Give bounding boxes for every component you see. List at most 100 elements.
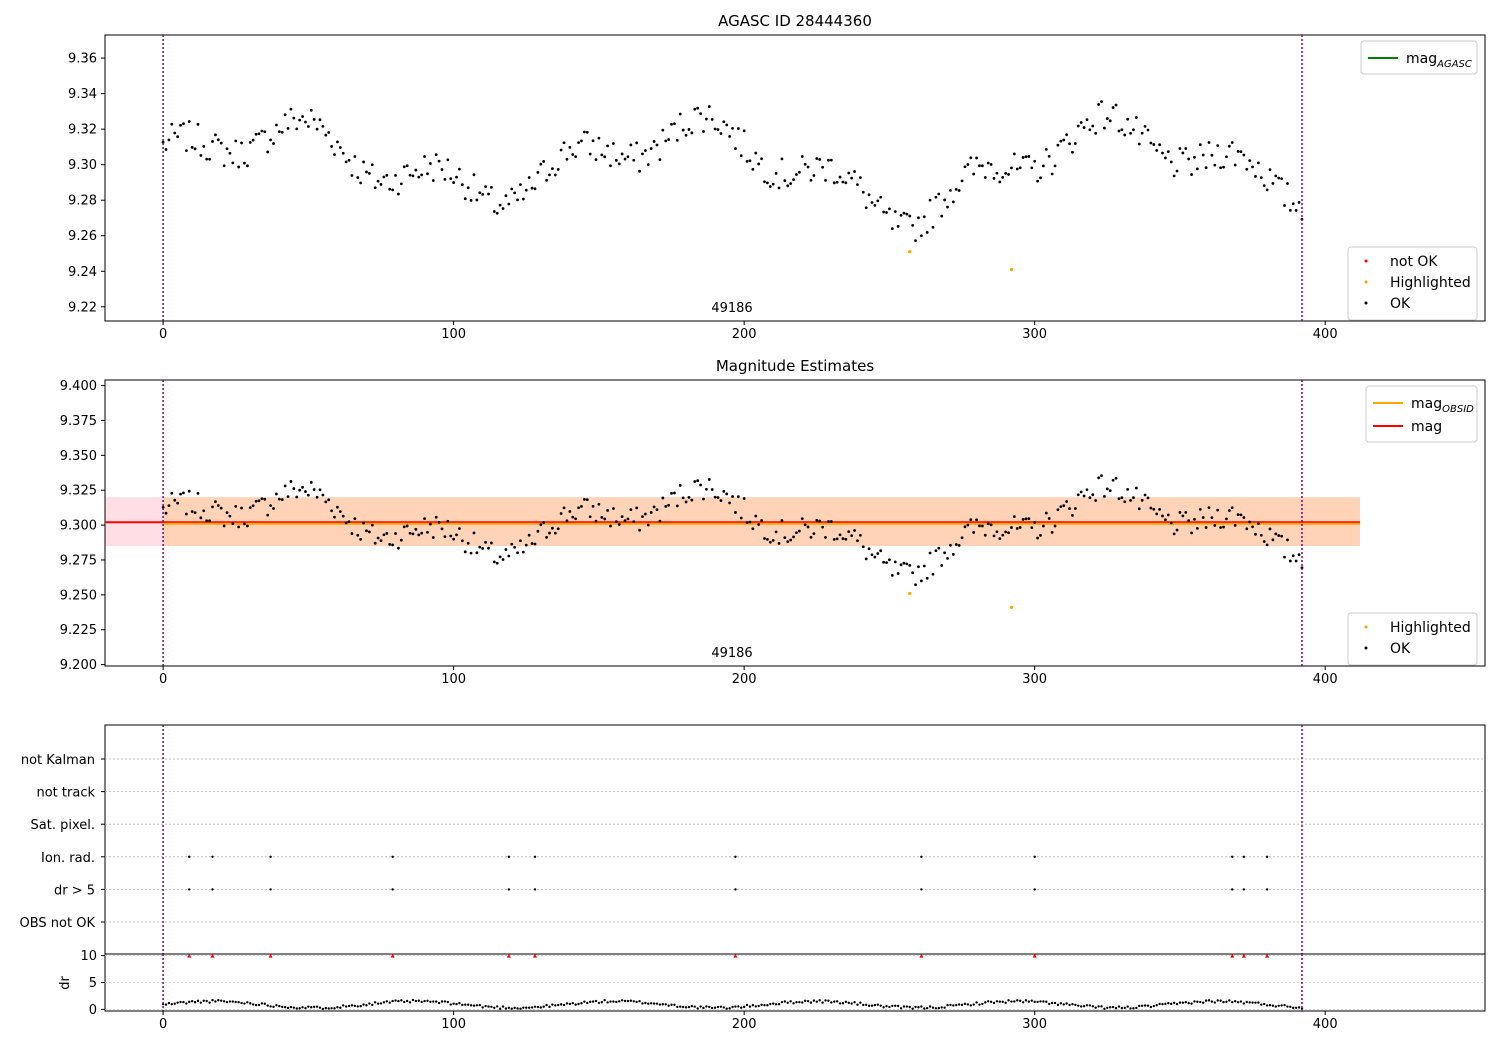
- mag-estimates-ok-point: [1172, 532, 1176, 536]
- mag-estimates-ok-point: [190, 510, 194, 513]
- mag-estimates-ok-point: [1193, 517, 1196, 521]
- agasc-ok-point: [269, 138, 272, 142]
- dr-point: [1010, 1000, 1013, 1003]
- dr-point: [629, 999, 633, 1002]
- agasc-ok-point: [344, 160, 348, 164]
- mag-estimates-ok-point: [908, 563, 912, 567]
- mag-estimates-ok-point: [527, 533, 531, 537]
- agasc-ok-point: [1079, 121, 1083, 124]
- agasc-ok-point: [1073, 142, 1077, 145]
- agasc-ok-point: [934, 195, 938, 199]
- dr-point: [362, 1003, 365, 1006]
- mag-estimates-ok-point: [783, 536, 787, 540]
- dr-point: [696, 1007, 699, 1010]
- dr-point: [557, 1003, 560, 1007]
- agasc-ok-point: [1283, 204, 1286, 207]
- mag-estimates-ok-point: [745, 521, 749, 524]
- dr-point: [513, 1006, 516, 1010]
- mag-estimates-ok-point: [675, 504, 679, 508]
- mag-estimates-ok-point: [167, 504, 171, 508]
- mag-estimates-ok-point: [870, 553, 874, 557]
- dr-point: [475, 1004, 479, 1007]
- mag-estimates-ok-point: [1164, 518, 1167, 522]
- agasc-frame: [104, 34, 1486, 322]
- dr-point: [1094, 1006, 1097, 1009]
- agasc-ok-point: [957, 189, 961, 192]
- dr-point: [806, 1000, 810, 1003]
- mag-estimates-ytick-label: 9.375: [60, 414, 97, 429]
- agasc-ok-point: [1294, 208, 1298, 212]
- mag-estimates-point-legend-box: [1347, 612, 1478, 666]
- agasc-ok-point: [304, 120, 307, 124]
- agasc-ok-point: [614, 158, 618, 162]
- dr-point: [757, 1004, 760, 1008]
- agasc-ok-point: [1193, 155, 1196, 159]
- dr-point: [446, 1000, 450, 1004]
- agasc-ok-point: [574, 155, 578, 159]
- dr-point: [522, 1006, 525, 1009]
- mag-estimates-ok-point: [275, 492, 278, 496]
- dr-point: [339, 1006, 342, 1009]
- dr-point: [719, 1005, 723, 1008]
- dr-point: [269, 1005, 272, 1008]
- mag-estimates-ok-point: [824, 536, 827, 539]
- mag-estimates-ok-point: [652, 505, 656, 509]
- mag-estimates-ytick-label: 9.350: [60, 449, 97, 464]
- agasc-ok-point: [234, 139, 238, 143]
- agasc-panel-title: AGASC ID 28444360: [718, 12, 872, 30]
- dr-point: [841, 1002, 845, 1005]
- mag-estimates-ok-point: [707, 478, 711, 481]
- agasc-ok-point: [972, 172, 976, 176]
- dr-point: [728, 1007, 731, 1010]
- agasc-ok-point: [338, 146, 342, 149]
- mag-estimates-ok-point: [728, 501, 732, 505]
- dr-point: [324, 1006, 327, 1010]
- mag-estimates-ok-point: [847, 530, 851, 534]
- agasc-ok-point: [722, 120, 726, 124]
- dr-point: [278, 1004, 281, 1008]
- dr-point: [777, 1002, 781, 1006]
- agasc-ok-point: [1169, 160, 1173, 164]
- mag-estimates-ok-point: [458, 527, 461, 530]
- dr-point: [435, 1000, 438, 1003]
- mag-estimates-ok-point: [539, 523, 543, 527]
- agasc-ok-point: [1178, 147, 1182, 150]
- dr-point: [1280, 1004, 1283, 1007]
- agasc-ok-point: [495, 211, 499, 215]
- mag-estimates-ok-point: [1091, 493, 1095, 497]
- agasc-ok-point: [170, 122, 174, 126]
- agasc-xtick-label: 0: [159, 327, 167, 342]
- agasc-ok-point: [208, 157, 211, 161]
- agasc-ok-point: [1137, 142, 1141, 146]
- mag-estimates-ok-point: [774, 530, 778, 534]
- mag-estimates-ok-point: [350, 532, 354, 535]
- agasc-ok-point: [481, 193, 485, 196]
- dr-point: [612, 1000, 615, 1003]
- mag-estimates-ok-point: [196, 491, 200, 495]
- dr-point: [644, 1001, 647, 1005]
- mag-estimates-ok-point: [501, 558, 505, 561]
- mag-estimates-ok-point: [263, 497, 267, 501]
- mag-estimates-ok-point: [751, 527, 755, 531]
- mag-estimates-ok-point: [1245, 527, 1249, 531]
- agasc-ok-point: [795, 173, 798, 176]
- agasc-ok-point: [626, 155, 630, 159]
- dr-point: [737, 1005, 740, 1008]
- mag-estimates-ok-point: [806, 525, 810, 529]
- dr-point: [1213, 1001, 1217, 1004]
- mag-estimates-ok-point: [879, 549, 883, 553]
- mag-estimates-ok-point: [661, 496, 665, 500]
- mag-estimates-xtick-label: 300: [1022, 672, 1047, 687]
- agasc-ok-point: [1018, 166, 1022, 170]
- dr-point: [902, 1005, 906, 1008]
- agasc-ok-point: [1172, 174, 1176, 178]
- agasc-ok-point: [1155, 149, 1159, 152]
- mag-estimates-ok-point: [885, 561, 888, 565]
- agasc-legend-label: OK: [1390, 296, 1411, 312]
- agasc-ok-point: [905, 212, 909, 216]
- dr-point: [1283, 1003, 1286, 1007]
- dr-point: [397, 999, 400, 1003]
- dr-point: [330, 1007, 333, 1010]
- flags-row-label: not track: [36, 786, 95, 801]
- agasc-ytick-label: 9.28: [68, 194, 97, 209]
